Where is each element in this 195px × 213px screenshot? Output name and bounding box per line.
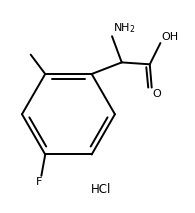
Text: HCl: HCl bbox=[91, 183, 112, 196]
Text: F: F bbox=[36, 177, 43, 187]
Text: OH: OH bbox=[161, 32, 178, 42]
Text: O: O bbox=[153, 89, 161, 99]
Text: NH$_2$: NH$_2$ bbox=[113, 21, 136, 35]
